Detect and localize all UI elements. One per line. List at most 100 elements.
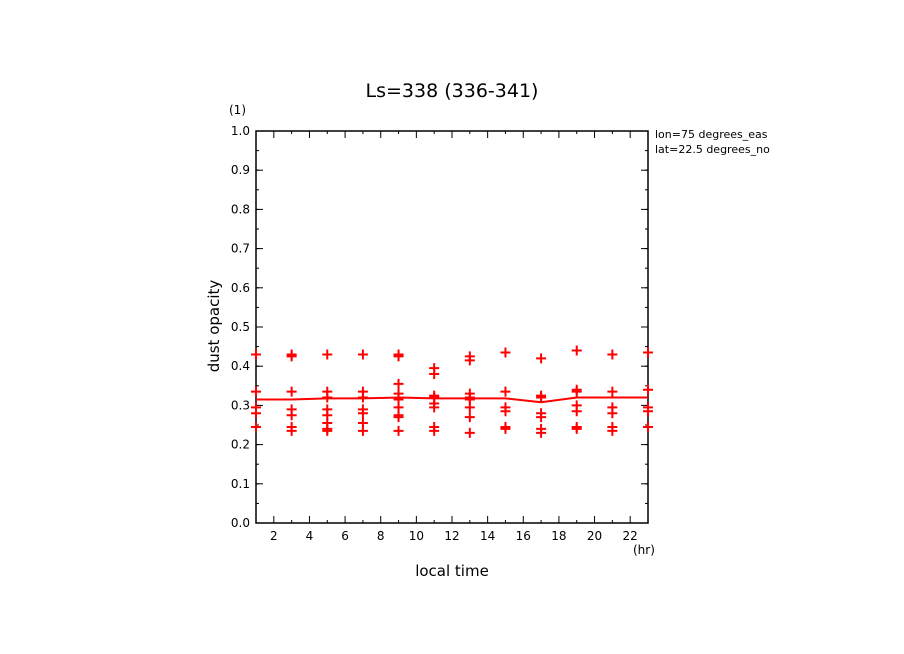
- y-tick-label: 0.0: [231, 516, 250, 530]
- data-point-marker: [464, 412, 475, 423]
- data-point-marker: [393, 378, 404, 389]
- data-point: [393, 425, 404, 436]
- x-tick-label: 22: [623, 529, 638, 543]
- data-point-marker: [643, 384, 653, 395]
- data-point: [571, 345, 582, 356]
- data-point-marker: [536, 392, 547, 403]
- data-point: [357, 349, 368, 360]
- y-tick-label: 0.5: [231, 320, 250, 334]
- data-point-marker: [393, 425, 404, 436]
- data-point: [429, 369, 440, 380]
- data-point-marker: [571, 345, 582, 356]
- data-point-marker: [357, 349, 368, 360]
- data-point-marker: [464, 427, 475, 438]
- y-tick-label: 1.0: [231, 124, 250, 138]
- y-tick-label: 0.7: [231, 242, 250, 256]
- mean-line: [256, 396, 648, 404]
- data-point-marker: [357, 425, 368, 436]
- x-tick-label: 10: [409, 529, 424, 543]
- data-point: [322, 425, 333, 436]
- data-point: [286, 410, 297, 421]
- data-point-marker: [322, 425, 333, 436]
- data-point-marker: [500, 386, 511, 397]
- data-point-marker: [607, 349, 618, 360]
- data-point-marker: [251, 421, 261, 432]
- data-point-marker: [286, 425, 297, 436]
- data-point: [357, 392, 368, 403]
- data-point: [286, 351, 297, 362]
- data-point: [464, 412, 475, 423]
- y-tick-label: 0.4: [231, 359, 250, 373]
- data-point-marker: [251, 386, 261, 397]
- data-point: [607, 408, 618, 419]
- data-point-marker: [607, 386, 618, 397]
- data-point-marker: [251, 349, 261, 360]
- x-tick-label: 18: [551, 529, 566, 543]
- data-point: [251, 408, 261, 419]
- y-tick-label: 0.6: [231, 281, 250, 295]
- data-point: [607, 425, 618, 436]
- data-point-marker: [464, 355, 475, 366]
- data-point: [393, 378, 404, 389]
- data-point-marker: [607, 425, 618, 436]
- data-point-marker: [464, 402, 475, 413]
- data-point: [286, 386, 297, 397]
- data-point: [500, 386, 511, 397]
- data-point-marker: [536, 353, 547, 364]
- data-point-marker: [500, 423, 511, 434]
- data-point: [464, 427, 475, 438]
- data-point-marker: [393, 412, 404, 423]
- data-point-marker: [571, 386, 582, 397]
- data-point: [643, 421, 653, 432]
- data-point: [536, 427, 547, 438]
- data-point: [536, 353, 547, 364]
- y-tick-label: 0.1: [231, 477, 250, 491]
- data-point: [322, 349, 333, 360]
- x-tick-label: 20: [587, 529, 602, 543]
- x-tick-label: 8: [377, 529, 385, 543]
- data-point: [251, 349, 261, 360]
- data-point: [464, 355, 475, 366]
- data-point-marker: [286, 386, 297, 397]
- data-point: [357, 408, 368, 419]
- data-point-marker: [322, 392, 333, 403]
- data-point-marker: [357, 408, 368, 419]
- x-axis-unit: (hr): [633, 543, 655, 557]
- data-point-marker: [643, 347, 653, 358]
- data-point: [429, 425, 440, 436]
- data-point-marker: [251, 408, 261, 419]
- data-point: [251, 386, 261, 397]
- data-point-marker: [643, 406, 653, 417]
- data-point-marker: [429, 402, 440, 413]
- data-point: [607, 386, 618, 397]
- data-point: [500, 423, 511, 434]
- data-point-marker: [286, 410, 297, 421]
- x-tick-label: 2: [270, 529, 278, 543]
- data-point: [571, 386, 582, 397]
- data-point: [286, 425, 297, 436]
- data-point: [536, 412, 547, 423]
- x-tick-label: 14: [480, 529, 495, 543]
- data-point-marker: [500, 347, 511, 358]
- data-point-marker: [429, 369, 440, 380]
- x-tick-label: 12: [444, 529, 459, 543]
- y-axis-unit: (1): [229, 103, 246, 117]
- data-point-marker: [286, 351, 297, 362]
- data-point-marker: [322, 349, 333, 360]
- data-point: [322, 392, 333, 403]
- data-point: [393, 351, 404, 362]
- data-point: [393, 412, 404, 423]
- x-tick-label: 4: [306, 529, 314, 543]
- data-point-marker: [357, 392, 368, 403]
- data-point-marker: [536, 412, 547, 423]
- data-point: [571, 423, 582, 434]
- y-tick-label: 0.9: [231, 163, 250, 177]
- data-point-marker: [393, 351, 404, 362]
- data-point: [429, 402, 440, 413]
- x-tick-label: 6: [341, 529, 349, 543]
- data-point: [536, 392, 547, 403]
- data-point-marker: [571, 406, 582, 417]
- chart-title: Ls=338 (336-341): [365, 80, 539, 102]
- x-axis-label: local time: [415, 562, 489, 580]
